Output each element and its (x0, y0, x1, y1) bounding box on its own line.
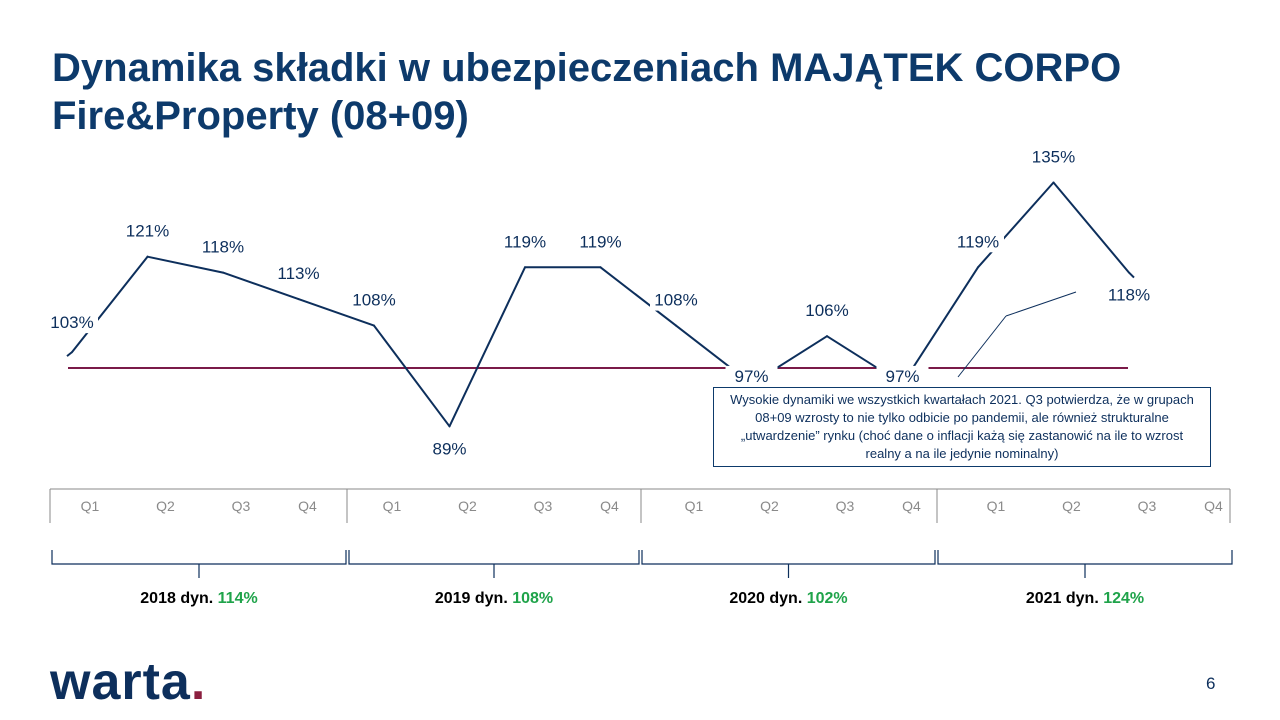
warta-logo: warta. (50, 652, 206, 712)
data-label: 119% (957, 232, 999, 251)
data-label: 97% (885, 367, 919, 386)
data-label-background (1103, 284, 1155, 306)
series-line-segment (222, 271, 300, 301)
year-dynamics-label: 2020 dyn. 102% (729, 590, 847, 607)
year-dyn-value: 102% (807, 590, 848, 607)
data-label-background (499, 231, 551, 253)
series-line-segment (71, 255, 149, 354)
data-label: 121% (126, 222, 169, 241)
page-title: Dynamika składki w ubezpieczeniach MAJĄT… (52, 46, 1122, 138)
page-number: 6 (1206, 674, 1216, 693)
data-label: 106% (805, 301, 848, 320)
series-line-segment (1052, 181, 1130, 274)
data-label-background (801, 300, 853, 322)
quarter-tick-label: Q4 (902, 498, 921, 514)
quarter-tick-label: Q3 (1138, 498, 1157, 514)
data-label-background (197, 236, 249, 258)
quarter-tick-label: Q4 (600, 498, 619, 514)
quarter-tick-label: Q3 (232, 498, 251, 514)
data-label-background (423, 438, 476, 460)
year-dyn-value: 124% (1103, 590, 1144, 607)
year-label: 2020 dyn. (729, 590, 806, 607)
series-line-segment (297, 298, 375, 327)
data-label: 118% (1108, 286, 1150, 305)
data-label-background (348, 289, 400, 311)
year-bracket (937, 550, 1233, 578)
quarter-tick-label: Q2 (458, 498, 477, 514)
data-label: 103% (50, 313, 93, 332)
data-label-background (876, 365, 929, 387)
year-bracket (641, 550, 936, 578)
data-label: 97% (734, 367, 768, 386)
data-label: 119% (504, 232, 546, 251)
quarter-tick-label: Q4 (1204, 498, 1223, 514)
series-line-tail (66, 351, 73, 357)
quarter-tick-label: Q1 (81, 498, 100, 514)
year-dyn-value: 114% (218, 590, 258, 607)
series-line-segment (901, 266, 979, 385)
year-dynamics-label: 2019 dyn. 108% (435, 590, 553, 607)
data-label: 89% (432, 439, 466, 458)
series-line-segment (146, 255, 224, 274)
quarter-tick-label: Q2 (156, 498, 175, 514)
year-dynamics-label: 2018 dyn. 114% (140, 590, 257, 607)
data-label-background (650, 289, 702, 311)
data-label-background (725, 365, 778, 387)
year-label: 2021 dyn. (1026, 590, 1103, 607)
quarter-tick-label: Q3 (836, 498, 855, 514)
year-dynamics-label: 2021 dyn. 124% (1026, 590, 1144, 607)
series-line-tail (1128, 271, 1135, 279)
series-line-segment (448, 266, 526, 428)
annotation-box: Wysokie dynamiki we wszystkich kwartałac… (713, 387, 1211, 467)
series-line-segment (977, 181, 1055, 269)
annotation-connector-line (957, 315, 1007, 378)
quarter-tick-label: Q1 (987, 498, 1006, 514)
year-label: 2019 dyn. (435, 590, 512, 607)
data-label-background (272, 263, 325, 285)
year-bracket (348, 550, 640, 578)
data-label-background (121, 220, 174, 242)
logo-text: warta (50, 653, 191, 711)
data-label: 108% (352, 291, 395, 310)
series-line-segment (373, 324, 451, 428)
quarter-tick-label: Q2 (760, 498, 779, 514)
data-label: 108% (654, 291, 697, 310)
data-label: 119% (579, 232, 621, 251)
data-label-background (46, 312, 98, 334)
series-line-segment (599, 266, 677, 327)
annotation-connector-line (1005, 291, 1077, 317)
year-bracket (51, 550, 347, 578)
quarter-tick-label: Q3 (534, 498, 553, 514)
data-label: 113% (277, 264, 319, 283)
data-label-background (952, 231, 1004, 253)
data-label: 135% (1032, 148, 1075, 167)
quarter-tick-label: Q4 (298, 498, 317, 514)
data-label: 118% (202, 238, 244, 257)
data-label-background (574, 231, 627, 253)
data-label-background (1027, 146, 1080, 168)
logo-dot: . (190, 653, 207, 711)
year-dyn-value: 108% (512, 590, 553, 607)
quarter-tick-label: Q1 (685, 498, 704, 514)
quarter-tick-label: Q1 (383, 498, 402, 514)
year-label: 2018 dyn. (140, 590, 217, 607)
quarter-tick-label: Q2 (1062, 498, 1081, 514)
